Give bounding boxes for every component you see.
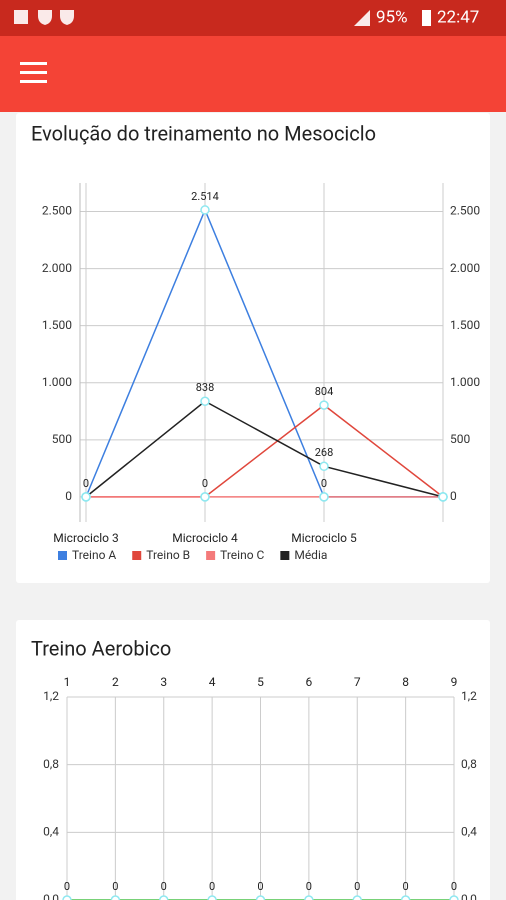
point [319,492,329,502]
x-tick-label: Microciclo 5 [291,531,357,545]
point [81,492,91,502]
y-tick-label: 1.500 [450,318,480,332]
data-label: 268 [315,446,334,459]
status-bar [0,0,506,36]
series-line [85,400,444,498]
signal-icon [354,10,370,26]
app-bar [0,36,506,112]
point [110,895,121,900]
x-tick-label: 2 [112,675,119,689]
data-label: 838 [196,381,215,394]
data-label: 0 [112,880,118,893]
data-label: 0 [64,880,70,893]
point [255,895,266,900]
data-label: 0 [83,477,89,490]
data-label: 0 [161,880,167,893]
point [207,895,217,900]
y-tick-label: 1.000 [450,375,480,389]
y-tick-label: 0,4 [43,825,59,839]
point [352,895,362,900]
legend-swatch [206,551,216,560]
chart-title: Treino Aerobico [31,636,171,660]
y-tick-label: 0,0 [43,892,59,900]
y-tick-label: 500 [52,432,72,446]
point [449,895,459,900]
battery-text: 95% [376,7,408,27]
legend-swatch [58,551,67,560]
x-tick-label: 6 [306,675,313,689]
y-tick-label: 2.500 [450,204,480,218]
menu-button[interactable] [20,62,47,83]
data-label: 0 [403,880,409,893]
x-tick-label: 7 [354,675,361,689]
data-label: 0 [257,880,263,893]
point [319,400,329,410]
y-tick-label: 1,2 [461,689,477,703]
y-tick-label: 2.000 [450,261,480,275]
y-tick-label: 0,0 [461,892,477,900]
data-label: 0 [451,880,457,893]
point [159,895,169,900]
data-label: 804 [315,385,334,398]
menu-line [20,62,47,65]
card [16,620,490,900]
data-label: 0 [354,880,360,893]
y-tick-label: 1.500 [42,318,72,332]
point [200,205,210,215]
point [438,492,448,502]
status-icon [38,10,52,25]
x-tick-label: 9 [451,675,458,689]
y-tick-label: 0,4 [461,825,477,839]
legend-label: Treino B [146,548,190,562]
point [200,396,210,406]
x-tick-label: 8 [402,675,409,689]
x-tick-label: Microciclo 3 [53,531,118,545]
clock: 22:47 [437,7,479,27]
y-tick-label: 0 [450,489,457,503]
x-tick-label: 3 [160,675,167,689]
menu-line [20,71,47,74]
y-tick-label: 500 [450,432,470,446]
legend-swatch [132,551,142,560]
legend-label: Treino A [72,548,116,562]
point [319,461,329,472]
legend-label: Treino C [220,548,264,562]
data-label: 0 [321,477,327,490]
y-tick-label: 1.000 [42,375,72,389]
card [16,113,490,583]
y-tick-label: 0,8 [461,757,477,771]
point [62,895,72,900]
x-tick-label: 4 [209,675,216,689]
status-icon [60,10,74,25]
battery-icon [422,10,431,26]
status-icon [14,10,28,24]
point [304,895,314,900]
y-tick-label: 0,8 [43,757,59,771]
data-label: 0 [306,880,312,893]
menu-line [20,80,47,83]
data-label: 0 [202,477,208,490]
chart-title: Evolução do treinamento no Mesociclo [31,121,376,145]
x-tick-label: 5 [257,675,264,689]
y-tick-label: 2.000 [42,261,72,275]
point [200,492,210,502]
legend-label: Média [294,548,327,562]
x-tick-label: Microciclo 4 [172,531,238,545]
legend-swatch [280,551,290,560]
y-tick-label: 0 [65,489,72,503]
data-label: 2.514 [191,190,219,203]
data-label: 0 [209,880,215,893]
y-tick-label: 2.500 [42,204,72,218]
y-tick-label: 1,2 [43,689,59,703]
point [400,895,411,900]
x-tick-label: 1 [64,675,71,689]
